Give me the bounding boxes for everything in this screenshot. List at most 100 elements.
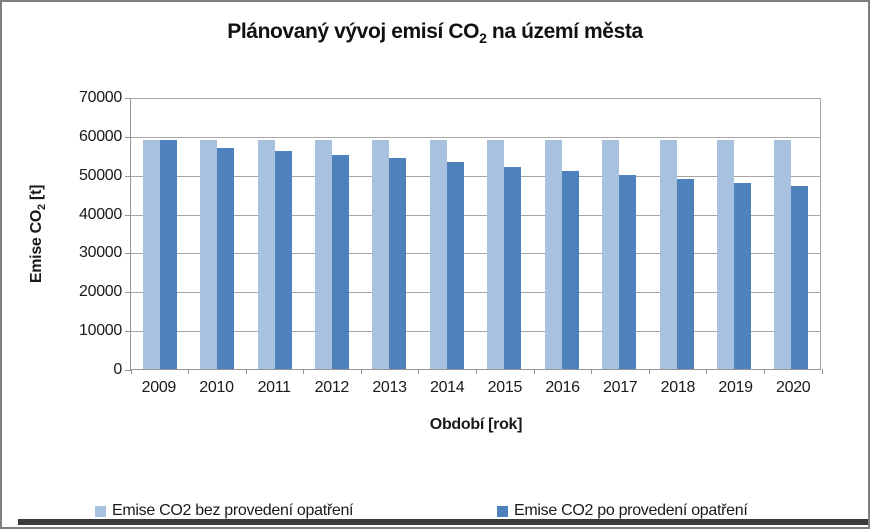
gridline xyxy=(131,331,820,333)
y-axis-tick xyxy=(125,98,131,99)
bar-bez-opatreni-2009 xyxy=(142,139,160,369)
bar-bez-opatreni-2018 xyxy=(659,139,677,369)
x-axis-tick xyxy=(188,369,190,374)
bar-po-opatreni-2014 xyxy=(446,162,464,369)
x-axis-tick xyxy=(706,369,708,374)
y-axis-tick xyxy=(125,175,131,177)
x-tick-label-2018: 2018 xyxy=(660,379,696,396)
y-axis-tick xyxy=(125,331,131,333)
bar-po-opatreni-2018 xyxy=(676,178,694,369)
gridline xyxy=(131,175,820,177)
x-axis-tick-labels: 2009 2010 2011 2012 2013 2014 2015 2016 2017 2018… xyxy=(130,379,822,397)
bar-bez-opatreni-2017 xyxy=(602,139,620,369)
chart-title: Plánovaný vývoj emisí CO2 na území města xyxy=(2,20,868,46)
category-slot-2018 xyxy=(648,98,705,369)
y-axis-tick xyxy=(125,370,131,371)
category-slot-2017 xyxy=(590,98,647,369)
bar-bez-opatreni-2016 xyxy=(544,139,562,369)
bar-po-opatreni-2019 xyxy=(733,182,751,369)
bar-bez-opatreni-2010 xyxy=(200,139,218,369)
bar-po-opatreni-2009 xyxy=(159,139,177,369)
bar-bez-opatreni-2014 xyxy=(429,139,447,369)
x-tick-label-2015: 2015 xyxy=(487,379,523,396)
bar-po-opatreni-2015 xyxy=(504,166,522,369)
x-tick-label-2013: 2013 xyxy=(372,379,407,396)
gridline xyxy=(131,292,820,294)
category-slot-2020 xyxy=(763,98,820,369)
y-tick-label: 40000 xyxy=(79,205,122,223)
bar-po-opatreni-2013 xyxy=(389,158,407,369)
x-axis-tick xyxy=(476,369,477,374)
chart-title-text: Plánovaný vývoj emisí CO xyxy=(227,20,480,43)
y-tick-label: 30000 xyxy=(79,244,122,262)
gridline xyxy=(131,136,820,138)
bar-po-opatreni-2010 xyxy=(217,147,235,369)
x-axis-tick xyxy=(648,369,650,374)
x-axis-tick xyxy=(763,369,765,374)
category-slot-2014 xyxy=(418,98,475,369)
y-axis-tick xyxy=(125,253,131,255)
category-slot-2015 xyxy=(476,98,533,369)
x-axis-tick xyxy=(533,369,535,374)
gridline xyxy=(131,98,820,99)
bar-po-opatreni-2020 xyxy=(791,185,809,369)
plot-area xyxy=(125,98,823,374)
bar-bez-opatreni-2015 xyxy=(487,139,505,369)
y-tick-label: 10000 xyxy=(79,322,122,340)
bar-bez-opatreni-2019 xyxy=(716,139,734,369)
category-slot-2016 xyxy=(533,98,590,369)
y-axis-tick xyxy=(125,292,131,294)
y-tick-label: 70000 xyxy=(79,89,122,106)
x-tick-label-2017: 2017 xyxy=(603,379,638,396)
bar-po-opatreni-2016 xyxy=(561,170,579,369)
category-slot-2010 xyxy=(188,98,245,369)
bar-bez-opatreni-2012 xyxy=(314,139,332,369)
legend: Emise CO2 bez provedení opatření Emise C… xyxy=(2,502,868,522)
x-tick-label-2016: 2016 xyxy=(545,379,580,396)
legend-item-bez-opatreni: Emise CO2 bez provedení opatření xyxy=(95,502,354,520)
x-axis-tick xyxy=(821,369,823,374)
gridline xyxy=(131,253,820,255)
category-slot-2019 xyxy=(705,98,762,369)
category-slot-2012 xyxy=(303,98,360,369)
x-tick-label-2010: 2010 xyxy=(199,379,234,396)
chart-title-subscript: 2 xyxy=(479,30,487,47)
window-edge-strip xyxy=(18,519,868,525)
x-tick-label-2014: 2014 xyxy=(429,379,465,396)
bar-po-opatreni-2017 xyxy=(619,174,637,369)
category-slot-2009 xyxy=(131,98,188,369)
category-slot-2011 xyxy=(246,98,303,369)
y-axis-tick xyxy=(125,136,131,138)
y-tick-label: 20000 xyxy=(79,283,122,301)
legend-swatch-light-blue xyxy=(95,505,106,517)
x-axis-tick xyxy=(130,369,132,374)
x-axis-tick xyxy=(418,369,420,374)
legend-label: Emise CO2 po provedení opatření xyxy=(514,502,748,519)
bar-bez-opatreni-2020 xyxy=(774,139,792,369)
y-tick-label: 60000 xyxy=(79,127,122,145)
legend-item-po-opatreni: Emise CO2 po provedení opatření xyxy=(497,502,748,520)
bars-container xyxy=(131,98,820,369)
bar-bez-opatreni-2011 xyxy=(257,139,275,369)
x-axis-tick xyxy=(591,369,593,374)
x-axis-tick xyxy=(360,369,362,374)
y-tick-label: 50000 xyxy=(79,166,122,184)
x-axis-tick xyxy=(245,369,247,374)
x-tick-label-2009: 2009 xyxy=(141,379,177,396)
bar-po-opatreni-2012 xyxy=(331,154,349,369)
y-axis-tick xyxy=(125,214,131,216)
category-slot-2013 xyxy=(361,98,418,369)
x-tick-label-2020: 2020 xyxy=(776,379,811,396)
gridline xyxy=(131,214,820,216)
y-tick-label: 0 xyxy=(113,361,122,378)
x-axis-tick xyxy=(303,369,305,374)
x-tick-label-2019: 2019 xyxy=(718,379,753,396)
x-axis-title: Období [rok] xyxy=(429,416,523,433)
x-tick-label-2011: 2011 xyxy=(257,379,292,396)
legend-label: Emise CO2 bez provedení opatření xyxy=(112,502,354,519)
legend-swatch-dark-blue xyxy=(497,505,508,517)
bar-bez-opatreni-2013 xyxy=(372,139,390,369)
x-tick-label-2012: 2012 xyxy=(314,379,350,396)
chart-title-text-suffix: na území města xyxy=(486,20,643,43)
